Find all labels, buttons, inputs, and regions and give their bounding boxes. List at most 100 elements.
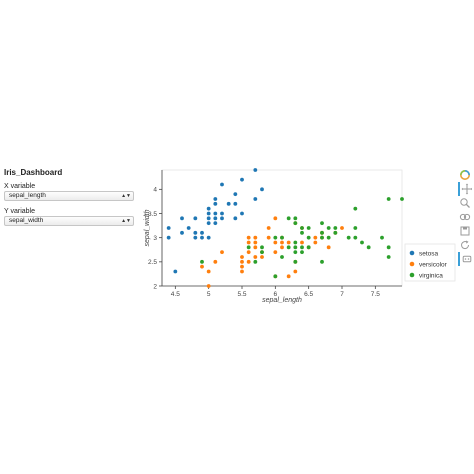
x-tick-label: 5.5 [237, 291, 246, 298]
y-ticks: 2 2.5 3 3.5 4 [148, 187, 162, 290]
x-variable-select[interactable]: sepal_length ▲▼ [4, 191, 134, 201]
box-zoom-tool[interactable] [458, 196, 472, 210]
data-point-virginica [306, 226, 311, 230]
data-point-setosa [180, 230, 184, 235]
hover-tool[interactable] [458, 252, 472, 266]
y-tick-label: 3 [153, 235, 157, 242]
data-point-virginica [260, 250, 264, 255]
data-point-setosa [240, 211, 244, 216]
x-tick-label: 4.5 [171, 291, 180, 298]
data-point-setosa [213, 216, 218, 221]
chart-toolbar [458, 168, 472, 266]
data-point-virginica [360, 240, 364, 245]
controls-panel: Iris_Dashboard X variable sepal_length ▲… [4, 168, 138, 233]
data-point-virginica [333, 230, 338, 235]
data-point-setosa [220, 216, 224, 221]
y-variable-select[interactable]: sepal_width ▲▼ [4, 216, 134, 226]
data-point-setosa [206, 221, 211, 226]
data-point-setosa [253, 168, 258, 172]
x-tick-label: 7.5 [371, 291, 380, 298]
data-point-virginica [380, 235, 384, 240]
data-point-virginica [306, 235, 311, 240]
data-point-versicolor [273, 250, 278, 255]
data-point-virginica [300, 226, 304, 230]
data-point-setosa [200, 230, 204, 235]
data-point-virginica [320, 230, 324, 235]
data-point-setosa [233, 192, 238, 197]
y-tick-label: 3.5 [148, 211, 157, 218]
data-point-virginica [246, 245, 251, 250]
data-point-setosa [206, 235, 211, 240]
bokeh-logo-tool[interactable] [458, 168, 472, 182]
legend-label-versicolor: versicolor [419, 261, 448, 268]
x-tick-label: 7 [340, 291, 344, 298]
data-point-setosa [206, 216, 211, 221]
data-point-versicolor [220, 250, 224, 255]
data-point-versicolor [313, 235, 318, 240]
data-point-versicolor [286, 274, 291, 279]
data-point-virginica [293, 250, 298, 255]
data-point-versicolor [266, 226, 271, 230]
data-point-versicolor [253, 255, 258, 259]
data-point-virginica [253, 259, 258, 264]
data-point-versicolor [240, 255, 244, 259]
legend-label-virginica: virginica [419, 272, 443, 279]
data-point-versicolor [206, 269, 211, 274]
hover-icon [462, 255, 472, 263]
x-variable-label: X variable [4, 183, 36, 190]
data-point-versicolor [246, 240, 251, 245]
data-point-versicolor [240, 259, 244, 264]
save-tool[interactable] [458, 224, 472, 238]
scatter-chart[interactable]: 4.5 5 5.5 6 6.5 7 7.5 2 2.5 3 3.5 4 sepal_length s… [140, 164, 458, 314]
data-point-virginica [320, 235, 324, 240]
data-point-versicolor [273, 240, 278, 245]
data-point-setosa [206, 211, 211, 216]
data-point-setosa [213, 221, 218, 226]
data-point-setosa [253, 197, 258, 201]
x-tick-label: 6 [274, 291, 278, 298]
data-point-virginica [300, 245, 304, 250]
data-point-versicolor [280, 240, 284, 245]
pan-tool[interactable] [458, 182, 472, 196]
y-variable-value: sepal_width [9, 217, 44, 224]
data-point-versicolor [240, 269, 244, 274]
reset-tool[interactable] [458, 238, 472, 252]
data-point-versicolor [286, 240, 291, 245]
data-point-setosa [260, 187, 264, 192]
y-tick-label: 2 [153, 283, 157, 290]
plot-frame [161, 169, 403, 287]
select-arrows-icon: ▲▼ [121, 193, 131, 199]
data-point-versicolor [246, 250, 251, 255]
data-point-setosa [233, 216, 238, 221]
bokeh-logo-icon [460, 170, 470, 180]
data-point-virginica [293, 259, 298, 264]
data-point-virginica [300, 250, 304, 255]
data-point-versicolor [246, 235, 251, 240]
data-point-virginica [386, 255, 391, 259]
select-arrows-icon: ▲▼ [121, 218, 131, 224]
y-tick-label: 2.5 [148, 259, 157, 266]
y-variable-label: Y variable [4, 208, 36, 215]
data-point-versicolor [240, 264, 244, 269]
data-point-versicolor [200, 264, 204, 269]
data-point-versicolor [326, 245, 331, 250]
data-points [166, 168, 404, 288]
x-axis-label: sepal_length [262, 297, 302, 304]
data-point-setosa [213, 211, 218, 216]
dashboard-title: Iris_Dashboard [4, 168, 63, 177]
data-point-setosa [200, 235, 204, 240]
data-point-setosa [193, 216, 198, 221]
data-point-versicolor [313, 240, 318, 245]
data-point-setosa [233, 201, 238, 206]
legend-marker-versicolor [409, 261, 415, 267]
data-point-versicolor [280, 245, 284, 250]
data-point-virginica [333, 226, 338, 230]
data-point-virginica [293, 245, 298, 250]
data-point-virginica [200, 259, 204, 264]
wheel-zoom-tool[interactable] [458, 210, 472, 224]
data-point-virginica [273, 274, 278, 279]
data-point-virginica [353, 226, 358, 230]
data-point-versicolor [273, 216, 278, 221]
data-point-setosa [173, 269, 178, 274]
data-point-virginica [286, 245, 291, 250]
